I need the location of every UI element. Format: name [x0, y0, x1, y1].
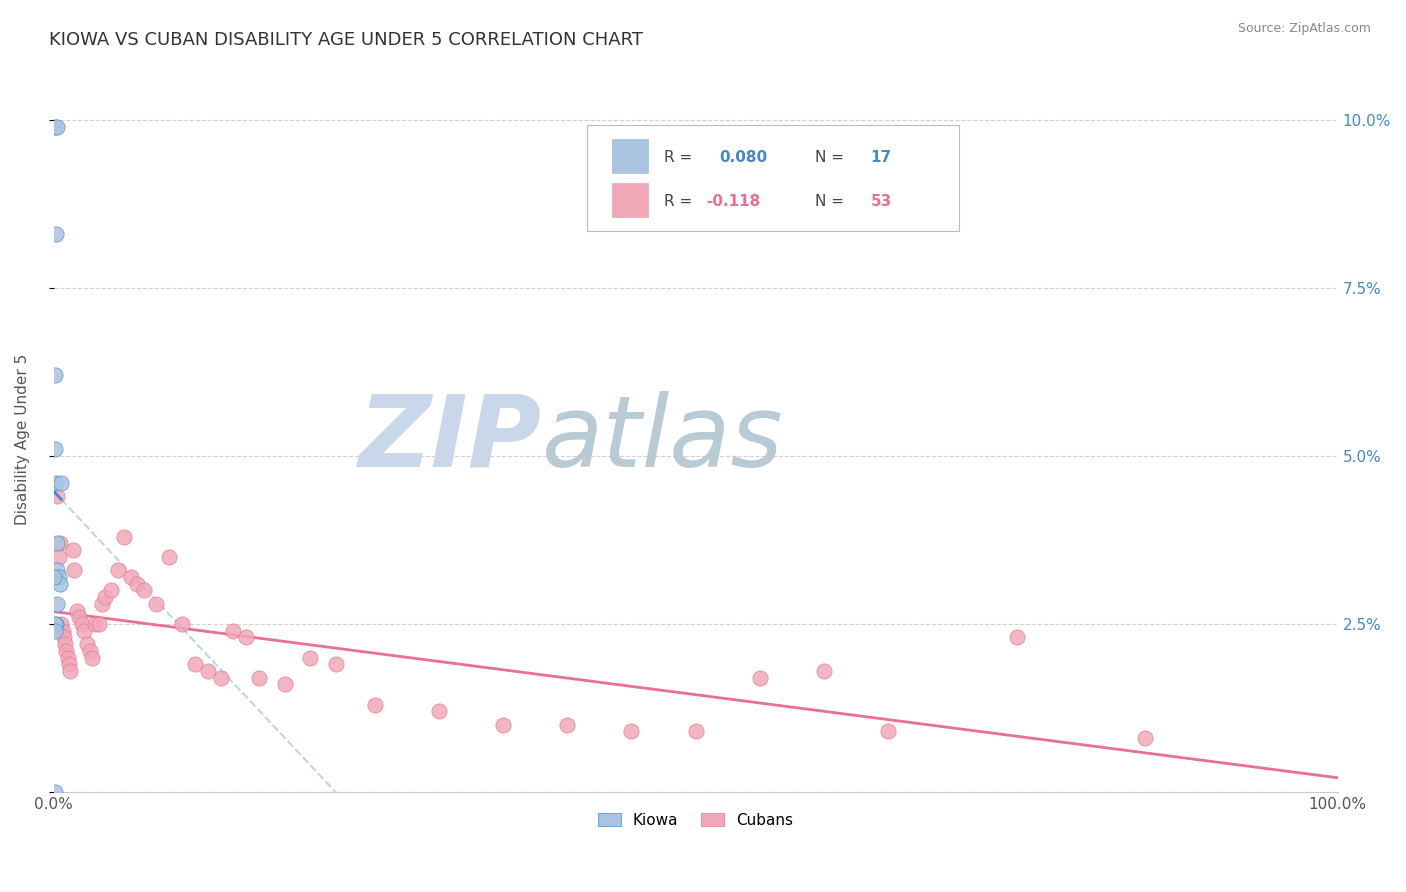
Point: [52, 624, 75, 638]
Point: [53, 637, 76, 651]
Point: [46, 597, 69, 611]
Point: [48, 570, 70, 584]
Point: [91, 597, 114, 611]
Point: [59, 664, 82, 678]
Text: ZIP: ZIP: [359, 391, 541, 488]
Point: [56, 650, 79, 665]
Point: [107, 563, 129, 577]
Text: -0.118: -0.118: [706, 194, 761, 209]
Point: [63, 563, 86, 577]
Point: [813, 664, 835, 678]
Point: [145, 597, 167, 611]
Point: [46, 536, 69, 550]
Point: [44, 785, 66, 799]
Text: R =: R =: [664, 194, 697, 209]
Point: [44, 120, 66, 134]
FancyBboxPatch shape: [612, 183, 648, 217]
Text: Source: ZipAtlas.com: Source: ZipAtlas.com: [1237, 22, 1371, 36]
Point: [76, 637, 98, 651]
Point: [427, 704, 450, 718]
Point: [49, 576, 72, 591]
Point: [45, 617, 67, 632]
Point: [1005, 631, 1028, 645]
Point: [83, 617, 105, 632]
Point: [620, 724, 643, 739]
Point: [325, 657, 347, 672]
Point: [55, 644, 77, 658]
Point: [62, 543, 84, 558]
Text: atlas: atlas: [541, 391, 783, 488]
Point: [1133, 731, 1156, 746]
FancyBboxPatch shape: [612, 139, 648, 173]
Point: [170, 617, 193, 632]
FancyBboxPatch shape: [586, 125, 959, 231]
Point: [94, 590, 117, 604]
Point: [247, 671, 270, 685]
Text: 53: 53: [870, 194, 891, 209]
Text: N =: N =: [815, 150, 849, 165]
Point: [877, 724, 900, 739]
Point: [45, 475, 67, 490]
Point: [73, 624, 96, 638]
Point: [363, 698, 385, 712]
Point: [48, 549, 70, 564]
Y-axis label: Disability Age Under 5: Disability Age Under 5: [15, 353, 30, 524]
Point: [197, 664, 219, 678]
Point: [235, 631, 257, 645]
Point: [112, 530, 135, 544]
Text: 17: 17: [870, 150, 891, 165]
Point: [49, 536, 72, 550]
Point: [44, 624, 66, 638]
Point: [44, 442, 66, 457]
Text: N =: N =: [815, 194, 849, 209]
Point: [44, 368, 66, 383]
Point: [45, 227, 67, 242]
Point: [44, 617, 66, 632]
Point: [222, 624, 245, 638]
Point: [70, 617, 93, 632]
Point: [46, 563, 69, 577]
Point: [67, 610, 90, 624]
Point: [58, 657, 80, 672]
Point: [120, 570, 142, 584]
Text: R =: R =: [664, 150, 697, 165]
Point: [42, 570, 65, 584]
Text: KIOWA VS CUBAN DISABILITY AGE UNDER 5 CORRELATION CHART: KIOWA VS CUBAN DISABILITY AGE UNDER 5 CO…: [49, 31, 643, 49]
Point: [299, 650, 322, 665]
Point: [274, 677, 297, 691]
Point: [52, 631, 75, 645]
Point: [555, 718, 578, 732]
Point: [66, 603, 89, 617]
Point: [748, 671, 770, 685]
Point: [157, 549, 180, 564]
Point: [51, 617, 73, 632]
Point: [82, 650, 104, 665]
Point: [184, 657, 207, 672]
Point: [125, 576, 148, 591]
Point: [132, 583, 155, 598]
Text: 0.080: 0.080: [718, 150, 766, 165]
Point: [87, 617, 110, 632]
Point: [79, 644, 101, 658]
Point: [51, 475, 73, 490]
Point: [46, 489, 69, 503]
Point: [685, 724, 707, 739]
Point: [492, 718, 515, 732]
Point: [209, 671, 232, 685]
Legend: Kiowa, Cubans: Kiowa, Cubans: [592, 806, 800, 834]
Point: [100, 583, 122, 598]
Point: [46, 120, 69, 134]
